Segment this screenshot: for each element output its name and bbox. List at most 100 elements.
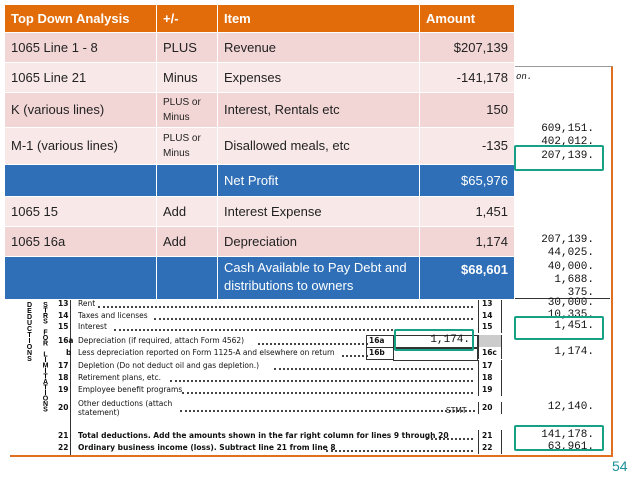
highlight: [514, 316, 604, 340]
side-note: STRS FOR LIMITATIONS: [42, 302, 49, 412]
highlight: [514, 425, 604, 451]
line-number: 14: [58, 311, 69, 320]
line-ref: 21: [482, 431, 493, 440]
table-cell: $65,976: [420, 165, 515, 197]
form-corner: on.: [516, 72, 533, 82]
line-number: 13: [58, 299, 69, 308]
leader-dots: [154, 318, 473, 320]
box-field: [393, 335, 478, 349]
leader-dots: [170, 380, 473, 382]
line-number: 17: [58, 361, 69, 370]
line-label: Depletion (Do not deduct oil and gas dep…: [78, 361, 260, 370]
line-number: 21: [58, 431, 69, 440]
leader-dots: [326, 450, 473, 452]
amount: 207,139.: [541, 234, 594, 246]
table-cell: M-1 (various lines): [5, 128, 157, 165]
line-label: Depreciation (if required, attach Form 4…: [78, 336, 245, 345]
table-cell: K (various lines): [5, 93, 157, 128]
line-label: Interest: [78, 322, 107, 331]
leader-dots: [180, 410, 475, 412]
box-amount: 1,174.: [430, 334, 470, 346]
table-cell: Revenue: [218, 33, 420, 63]
line-box: [478, 430, 502, 442]
table-cell: Depreciation: [218, 227, 420, 257]
table-cell: Expenses: [218, 63, 420, 93]
side-title: DEDUCTIONS: [26, 302, 33, 362]
amount: 40,000.: [547, 261, 594, 273]
line-number: 19: [58, 385, 69, 394]
amount: 1,174.: [554, 346, 594, 358]
amount: 207,139.: [541, 150, 594, 162]
table-cell: 150: [420, 93, 515, 128]
box-label: 16b: [366, 347, 394, 360]
table-cell: Interest, Rentals etc: [218, 93, 420, 128]
amount: 44,025.: [547, 247, 594, 259]
amount: 609,151.: [541, 123, 594, 135]
line-box: [478, 321, 502, 333]
line-number: b: [66, 348, 72, 357]
line-ref: 17: [482, 361, 493, 370]
line-number: 15: [58, 322, 69, 331]
amount: 12,140.: [547, 401, 594, 413]
line-box: [478, 402, 502, 414]
amount: 1,688.: [554, 274, 594, 286]
table-cell: [157, 165, 218, 197]
table-cell: PLUS or Minus: [157, 128, 218, 165]
table-cell: Disallowed meals, etc: [218, 128, 420, 165]
table-cell: Minus: [157, 63, 218, 93]
line-box: [478, 372, 502, 384]
line-ref: 20: [482, 403, 493, 412]
table-cell: PLUS: [157, 33, 218, 63]
leader-dots: [258, 343, 368, 345]
table-cell: $68,601: [420, 257, 515, 300]
line-box: [478, 442, 502, 454]
line-ref: 19: [482, 385, 493, 394]
header-cell: Item: [218, 5, 420, 33]
leader-dots: [182, 392, 473, 394]
line-box: [478, 298, 502, 310]
line-label: Employee benefit programs: [78, 385, 183, 394]
line-label: Total deductions. Add the amounts shown …: [78, 431, 449, 440]
table-cell: Net Profit: [218, 165, 420, 197]
line-number: 20: [58, 403, 69, 412]
table-cell: -141,178: [420, 63, 515, 93]
leader-dots: [342, 355, 368, 357]
table-cell: [5, 165, 157, 197]
line-number: 22: [58, 443, 69, 452]
leader-dots: [98, 306, 473, 308]
header-cell: Top Down Analysis: [5, 5, 157, 33]
page-number: 54: [612, 458, 628, 474]
line-box: [478, 347, 502, 359]
line-box: [478, 360, 502, 372]
table-cell: 1065 16a: [5, 227, 157, 257]
header-cell: Amount: [420, 5, 515, 33]
amount: 375.: [567, 287, 594, 299]
line-number: 18: [58, 373, 69, 382]
box-field: [393, 347, 478, 361]
amount: 1,451.: [554, 320, 594, 332]
table-cell: Cash Available to Pay Debt and distribut…: [218, 257, 420, 300]
table-cell: Add: [157, 197, 218, 227]
highlight: [514, 145, 604, 171]
table-cell: [5, 257, 157, 300]
leader-dots: [274, 368, 473, 370]
line-ref: 13: [482, 299, 493, 308]
table-cell: 1065 15: [5, 197, 157, 227]
highlight: [394, 329, 474, 351]
amount: 141,178.: [541, 429, 594, 441]
table-cell: 1065 Line 21: [5, 63, 157, 93]
table-cell: [157, 257, 218, 300]
line-box: [478, 310, 502, 322]
line-number: 16a: [58, 336, 74, 345]
table-cell: 1,451: [420, 197, 515, 227]
line-label: Ordinary business income (loss). Subtrac…: [78, 443, 336, 452]
line-ref: 16c: [482, 348, 497, 357]
header-cell: +/-: [157, 5, 218, 33]
line-label: Other deductions (attach statement): [78, 399, 173, 417]
table-cell: PLUS or Minus: [157, 93, 218, 128]
line-label: Rent: [78, 299, 96, 308]
table-cell: -135: [420, 128, 515, 165]
line-label: Taxes and licenses: [78, 311, 148, 320]
line-ref: 15: [482, 322, 493, 331]
